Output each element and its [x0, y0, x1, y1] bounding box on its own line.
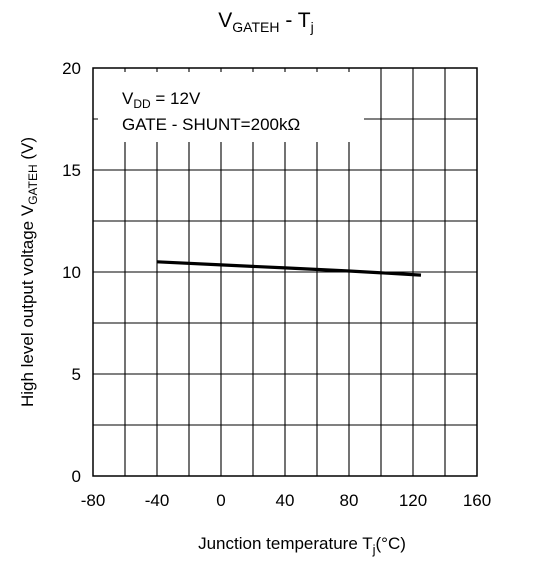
plot-frame: [92, 67, 478, 477]
x-tick-label: 40: [276, 491, 295, 510]
annotation-gate-shunt: GATE - SHUNT=200kΩ: [122, 115, 300, 134]
y-axis-label: High level output voltage VGATEH (V): [18, 137, 40, 407]
y-tick-labels: 0 5 10 15 20: [62, 59, 81, 486]
annotation-vdd: VDD = 12V: [122, 89, 201, 111]
x-tick-label: 120: [399, 491, 427, 510]
series-line: [156, 260, 422, 277]
x-tick-label: 160: [463, 491, 491, 510]
x-axis-label: Junction temperature Tj(°C): [198, 534, 406, 557]
y-tick-label: 20: [62, 59, 81, 78]
series-group: [156, 260, 422, 277]
annotation-box: [98, 72, 364, 142]
y-tick-label: 15: [62, 161, 81, 180]
x-tick-label: 80: [340, 491, 359, 510]
x-tick-labels: -80 -40 0 40 80 120 160: [81, 491, 491, 510]
y-tick-label: 10: [62, 263, 81, 282]
x-tick-label: -40: [145, 491, 170, 510]
y-tick-label: 0: [72, 467, 81, 486]
x-tick-label: -80: [81, 491, 106, 510]
y-tick-label: 5: [72, 365, 81, 384]
chart-title: VGATEH - Tj: [218, 9, 313, 35]
x-tick-label: 0: [216, 491, 225, 510]
